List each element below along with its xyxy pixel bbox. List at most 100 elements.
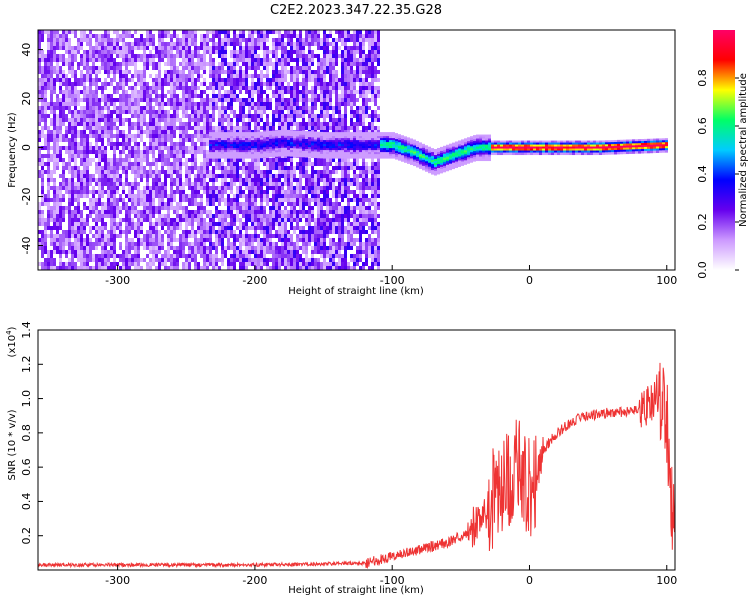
heatmap-cell <box>47 38 50 42</box>
heatmap-cell <box>230 178 233 186</box>
heatmap-cell <box>86 170 89 178</box>
heatmap-cell <box>302 90 305 94</box>
heatmap-cell <box>182 150 185 154</box>
heatmap-cell <box>164 222 167 226</box>
heatmap-cell <box>311 30 314 34</box>
heatmap-ridge-cell <box>281 135 284 139</box>
heatmap-cell <box>116 190 119 194</box>
heatmap-cell <box>92 122 95 126</box>
heatmap-cell <box>212 266 215 270</box>
heatmap-cell <box>314 170 317 174</box>
heatmap-cell <box>122 78 125 82</box>
heatmap-cell <box>257 94 260 102</box>
heatmap-cell <box>89 150 92 154</box>
heatmap-cell <box>320 210 323 218</box>
heatmap-cell <box>110 194 113 198</box>
heatmap-cell <box>95 210 98 214</box>
heatmap-ridge-cell <box>260 133 263 137</box>
heatmap-cell <box>260 198 263 202</box>
heatmap-cell <box>341 58 344 62</box>
heatmap-cell <box>302 210 305 214</box>
heatmap-cell <box>155 186 158 190</box>
heatmap-cell <box>209 102 212 106</box>
heatmap-cell <box>56 38 59 42</box>
heatmap-cell <box>302 186 305 190</box>
heatmap-cell <box>269 186 272 190</box>
heatmap-cell <box>98 118 101 122</box>
heatmap-cell <box>263 258 266 262</box>
heatmap-cell <box>125 62 128 70</box>
heatmap-cell <box>227 130 230 134</box>
heatmap-cell <box>83 74 86 78</box>
heatmap-cell <box>200 254 203 258</box>
heatmap-cell <box>182 86 185 90</box>
heatmap-cell <box>335 122 338 126</box>
heatmap-cell <box>53 46 56 50</box>
heatmap-ridge-cell <box>296 148 299 151</box>
heatmap-cell <box>107 142 110 146</box>
heatmap-ridge-cell <box>239 156 242 159</box>
heatmap-ridge-cell <box>236 132 239 135</box>
heatmap-cell <box>146 158 149 166</box>
heatmap-ridge-cell <box>269 154 272 158</box>
heatmap-cell <box>131 254 134 258</box>
heatmap-cell <box>68 42 71 46</box>
heatmap-cell <box>212 226 215 230</box>
heatmap-cell <box>44 114 47 118</box>
heatmap-cell <box>233 202 236 210</box>
heatmap-cell <box>329 162 332 166</box>
heatmap-cell <box>134 214 137 218</box>
heatmap-ridge-cell <box>335 144 338 147</box>
heatmap-cell <box>236 238 239 242</box>
heatmap-cell <box>332 262 335 266</box>
heatmap-ridge-cell <box>263 145 266 148</box>
heatmap-cell <box>161 138 164 142</box>
heatmap-cell <box>71 250 74 254</box>
heatmap-cell <box>254 106 257 110</box>
heatmap-cell <box>152 98 155 102</box>
heatmap-cell <box>218 174 221 178</box>
heatmap-cell <box>269 58 272 66</box>
heatmap-cell <box>332 254 335 258</box>
heatmap-cell <box>242 226 245 230</box>
heatmap-cell <box>191 74 194 82</box>
heatmap-cell <box>227 126 230 130</box>
heatmap-cell <box>158 178 161 182</box>
heatmap-cell <box>305 110 308 114</box>
heatmap-cell <box>266 38 269 42</box>
heatmap-cell <box>80 210 83 214</box>
heatmap-cell <box>98 106 101 110</box>
heatmap-cell <box>152 46 155 50</box>
heatmap-cell <box>71 170 74 178</box>
heatmap-ridge-cell <box>245 146 248 149</box>
heatmap-cell <box>191 198 194 206</box>
heatmap-cell <box>209 30 212 34</box>
heatmap-ridge-cell <box>326 154 329 157</box>
heatmap-ridge-cell <box>272 152 275 156</box>
heatmap-cell <box>119 198 122 202</box>
heatmap-cell <box>296 210 299 214</box>
heatmap-cell <box>134 126 137 130</box>
heatmap-cell <box>116 182 119 186</box>
heatmap-cell <box>185 126 188 134</box>
heatmap-ridge-cell <box>296 142 299 145</box>
heatmap-cell <box>134 154 137 162</box>
heatmap-cell <box>65 42 68 46</box>
heatmap-cell <box>113 170 116 174</box>
heatmap-cell <box>110 262 113 270</box>
heatmap-cell <box>41 214 44 218</box>
heatmap-cell <box>89 146 92 150</box>
heatmap-ridge-cell <box>209 134 212 137</box>
heatmap-cell <box>161 102 164 106</box>
heatmap-ridge-cell <box>221 152 224 155</box>
heatmap-cell <box>164 178 167 186</box>
heatmap-cell <box>62 78 65 82</box>
heatmap-cell <box>326 54 329 58</box>
heatmap-cell <box>140 202 143 206</box>
heatmap-ridge-cell <box>314 147 317 151</box>
heatmap-cell <box>311 194 314 198</box>
heatmap-cell <box>218 90 221 98</box>
heatmap-cell <box>167 198 170 206</box>
heatmap-cell <box>323 202 326 206</box>
heatmap-cell <box>71 134 74 142</box>
